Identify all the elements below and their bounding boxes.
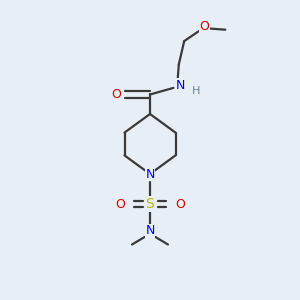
Text: H: H <box>192 86 200 97</box>
Text: N: N <box>145 224 155 238</box>
Text: O: O <box>200 20 209 33</box>
Text: O: O <box>111 88 121 101</box>
Text: O: O <box>115 197 125 211</box>
Text: N: N <box>175 79 185 92</box>
Text: S: S <box>146 197 154 211</box>
Text: N: N <box>145 167 155 181</box>
Text: O: O <box>175 197 185 211</box>
